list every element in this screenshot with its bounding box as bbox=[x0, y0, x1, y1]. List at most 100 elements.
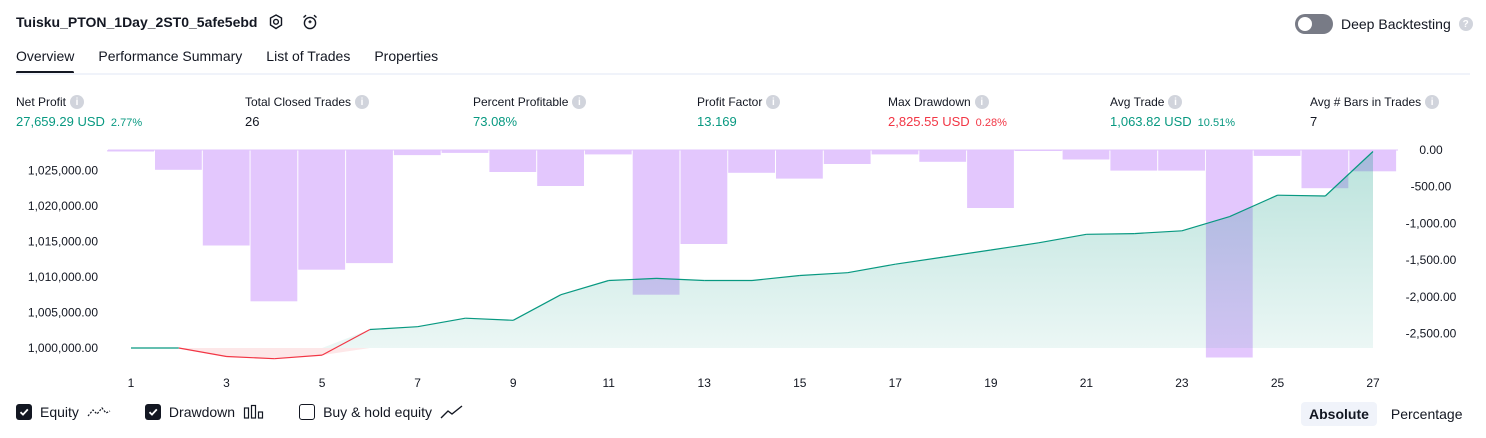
equity-line-segment bbox=[1277, 194, 1326, 197]
drawdown-bar[interactable] bbox=[250, 150, 298, 302]
drawdown-axis-tick: -500.00 bbox=[1411, 180, 1452, 194]
drawdown-bar[interactable] bbox=[584, 150, 632, 155]
drawdown-axis-tick: -2,500.00 bbox=[1406, 327, 1457, 341]
equity-line-segment bbox=[274, 354, 323, 360]
drawdown-bar[interactable] bbox=[107, 150, 154, 152]
equity-line-segment bbox=[1324, 151, 1374, 197]
tab-performance-summary[interactable]: Performance Summary bbox=[98, 48, 243, 64]
tab-overview[interactable]: Overview bbox=[16, 48, 75, 74]
drawdown-axis-tick: -1,500.00 bbox=[1406, 253, 1457, 267]
x-axis-tick: 21 bbox=[1080, 376, 1094, 390]
metric-value: 13.169 bbox=[697, 114, 737, 129]
metric-label: Max Drawdown bbox=[888, 95, 971, 109]
drawdown-bar[interactable] bbox=[776, 150, 823, 179]
metric-label: Avg Trade bbox=[1110, 95, 1165, 109]
x-axis-tick: 7 bbox=[414, 376, 421, 390]
equity-line-segment bbox=[1134, 230, 1182, 235]
metric-value: 1,063.82 USD bbox=[1110, 114, 1192, 129]
tab-list-of-trades[interactable]: List of Trades bbox=[266, 48, 351, 64]
drawdown-bar[interactable] bbox=[1158, 150, 1205, 171]
equity-line-segment bbox=[465, 317, 514, 321]
equity-line-segment bbox=[1038, 233, 1087, 244]
x-axis-tick: 27 bbox=[1366, 376, 1380, 390]
deep-backtesting-toggle[interactable] bbox=[1295, 14, 1333, 34]
drawdown-bar[interactable] bbox=[393, 150, 441, 156]
drawdown-bar[interactable] bbox=[298, 150, 346, 270]
metric-label: Percent Profitable bbox=[473, 95, 569, 109]
equity-line-segment bbox=[417, 317, 466, 328]
equity-line-segment bbox=[226, 355, 275, 360]
metric-value: 73.08% bbox=[473, 114, 518, 129]
x-axis-tick: 5 bbox=[319, 376, 326, 390]
help-icon[interactable]: i bbox=[572, 95, 587, 109]
buy-hold-checkbox[interactable] bbox=[299, 404, 316, 420]
legend-drawdown-label: Drawdown bbox=[168, 404, 236, 420]
drawdown-bar[interactable] bbox=[441, 150, 489, 153]
equity-line-segment bbox=[943, 249, 991, 258]
alarm-clock-icon bbox=[303, 14, 317, 30]
add-alert-button[interactable] bbox=[300, 12, 320, 32]
metric-label: Net Profit bbox=[16, 95, 67, 109]
help-icon[interactable]: i bbox=[974, 95, 989, 109]
check-icon bbox=[148, 408, 158, 416]
trend-line-icon bbox=[440, 405, 463, 419]
help-icon[interactable]: i bbox=[70, 95, 85, 109]
legend-buy-hold-label: Buy & hold equity bbox=[323, 404, 433, 420]
drawdown-axis-tick: 0.00 bbox=[1419, 143, 1443, 157]
equity-axis-tick: 1,005,000.00 bbox=[28, 306, 98, 320]
metric-value: 26 bbox=[245, 114, 260, 129]
tab-properties[interactable]: Properties bbox=[374, 48, 439, 64]
drawdown-bar[interactable] bbox=[823, 150, 871, 164]
drawdown-bar[interactable] bbox=[537, 150, 584, 186]
tab-bar: Overview Performance Summary List of Tra… bbox=[16, 48, 438, 74]
drawdown-bar[interactable] bbox=[346, 150, 393, 264]
metric-label: Profit Factor bbox=[697, 95, 763, 109]
equity-area bbox=[131, 151, 1373, 348]
equity-axis-tick: 1,000,000.00 bbox=[28, 341, 98, 355]
help-icon[interactable]: i bbox=[766, 95, 781, 109]
drawdown-bar[interactable] bbox=[1062, 150, 1110, 160]
percentage-button[interactable]: Percentage bbox=[1390, 406, 1463, 422]
metric-net-profit: Net Profit i 27,659.29 USD 2.77% bbox=[16, 94, 142, 129]
drawdown-bar[interactable] bbox=[155, 150, 202, 170]
equity-line-segment bbox=[751, 274, 800, 282]
drawdown-bar[interactable] bbox=[919, 150, 967, 162]
help-icon[interactable]: i bbox=[355, 95, 370, 109]
drawdown-bar[interactable] bbox=[967, 150, 1014, 208]
deep-backtesting-control: Deep Backtesting ? bbox=[1295, 14, 1473, 34]
x-axis-tick: 1 bbox=[128, 376, 135, 390]
drawdown-bar[interactable] bbox=[632, 150, 680, 295]
legend-drawdown[interactable]: Drawdown bbox=[144, 404, 265, 420]
help-icon[interactable]: i bbox=[1168, 95, 1183, 109]
drawdown-bar[interactable] bbox=[680, 150, 728, 244]
drawdown-bar[interactable] bbox=[871, 150, 919, 155]
metric-sub: 2.77% bbox=[110, 117, 143, 129]
equity-axis-tick: 1,010,000.00 bbox=[28, 270, 98, 284]
equity-line-segment bbox=[656, 277, 705, 282]
drawdown-bar[interactable] bbox=[1253, 150, 1301, 156]
equity-checkbox[interactable] bbox=[16, 404, 32, 420]
equity-line-segment bbox=[178, 347, 227, 358]
equity-axis-tick: 1,025,000.00 bbox=[28, 163, 98, 177]
metric-total-closed-trades: Total Closed Trades i 26 bbox=[245, 94, 370, 129]
legend-equity-label: Equity bbox=[40, 404, 79, 420]
metric-avg-trade: Avg Trade i 1,063.82 USD 10.51% bbox=[1110, 94, 1235, 129]
x-axis-tick: 23 bbox=[1175, 376, 1189, 390]
drawdown-bar[interactable] bbox=[202, 150, 250, 246]
drawdown-bar[interactable] bbox=[1014, 150, 1062, 151]
drawdown-bar[interactable] bbox=[728, 150, 775, 173]
help-icon[interactable]: ? bbox=[1458, 17, 1473, 31]
x-axis-tick: 13 bbox=[698, 376, 712, 390]
legend-buy-hold-equity[interactable]: Buy & hold equity bbox=[299, 404, 464, 420]
absolute-button[interactable]: Absolute bbox=[1301, 402, 1377, 426]
equity-line-segment bbox=[895, 256, 944, 265]
equity-line-icon bbox=[87, 407, 111, 417]
help-icon[interactable]: i bbox=[1425, 95, 1440, 109]
settings-button[interactable] bbox=[266, 12, 286, 32]
metric-value: 27,659.29 USD bbox=[16, 114, 105, 129]
equity-drawdown-chart[interactable]: 1,025,000.00 1,020,000.00 1,015,000.00 1,01… bbox=[0, 140, 1486, 390]
legend-equity[interactable]: Equity bbox=[16, 404, 111, 420]
drawdown-bar[interactable] bbox=[1110, 150, 1158, 171]
drawdown-bar[interactable] bbox=[489, 150, 537, 172]
drawdown-checkbox[interactable] bbox=[144, 404, 161, 420]
